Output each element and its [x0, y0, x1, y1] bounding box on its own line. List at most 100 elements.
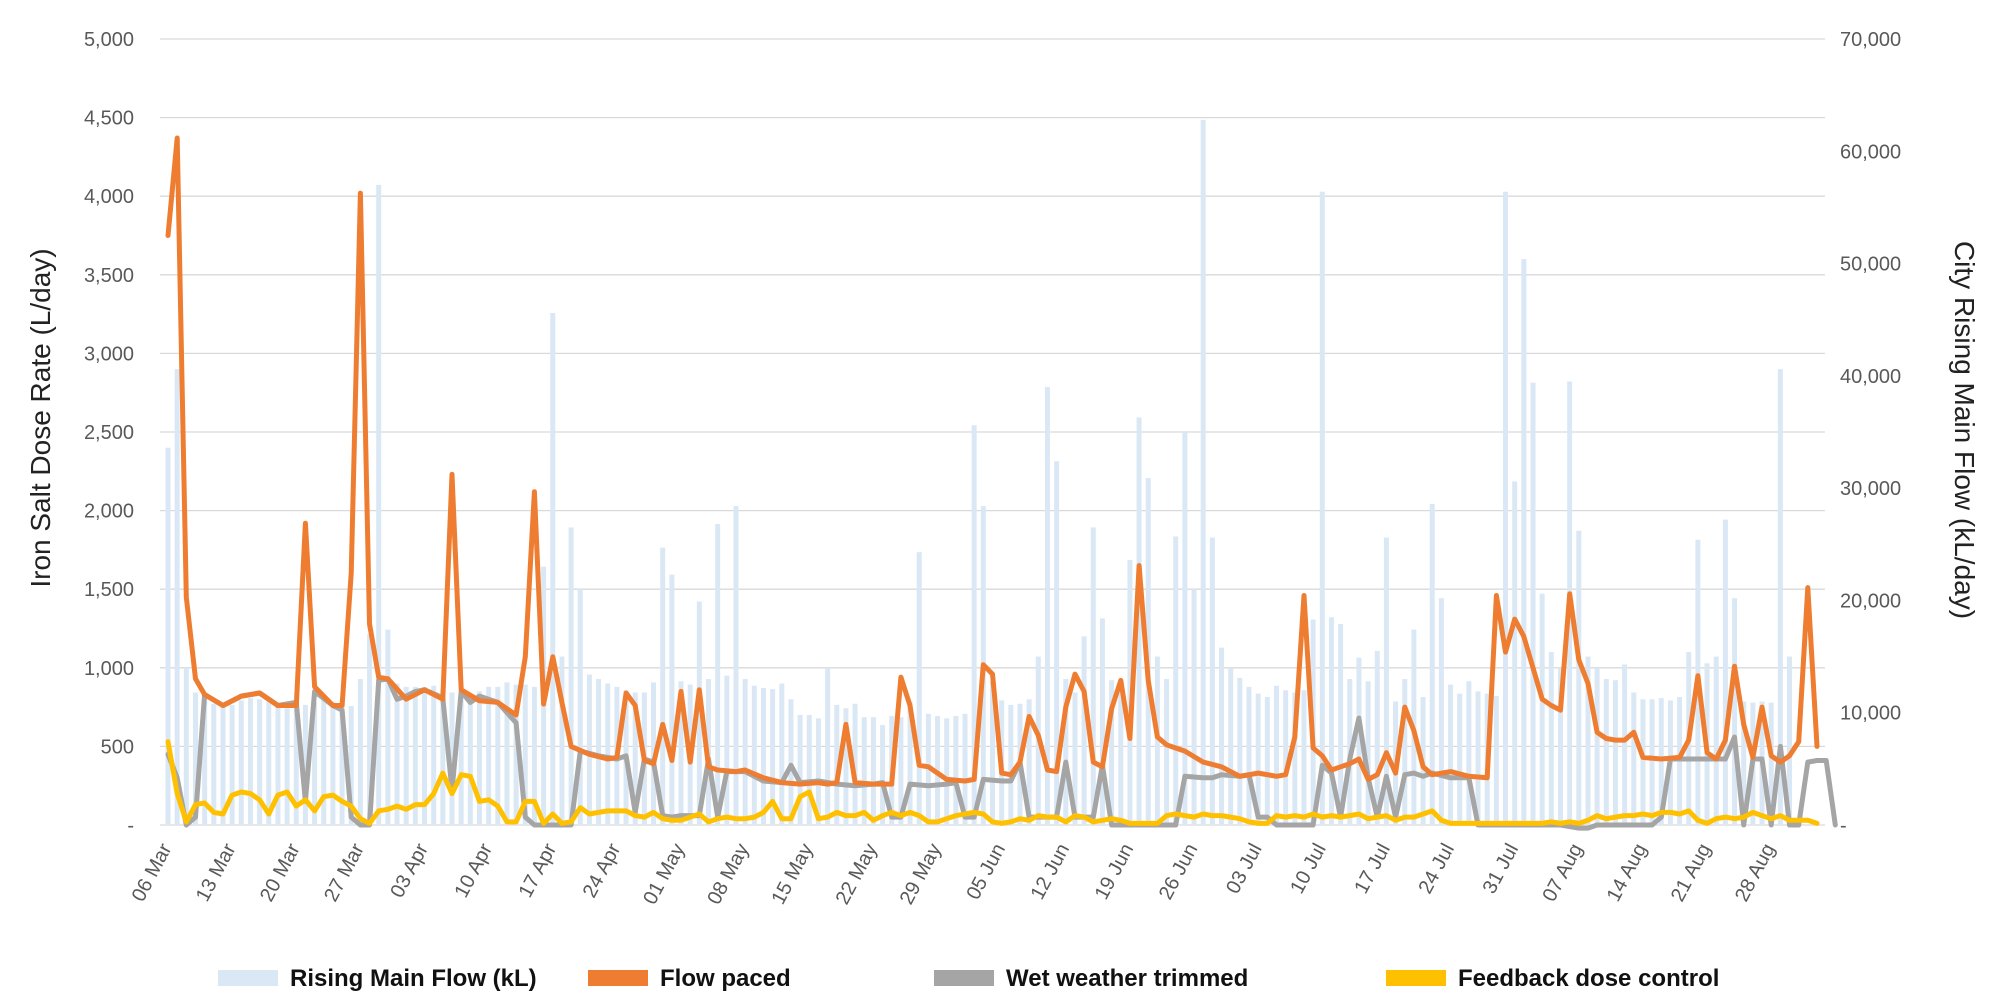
flow-bar: [1493, 695, 1499, 825]
x-tick-label: 17 Jul: [1350, 840, 1394, 897]
x-axis-ticks: 06 Mar 13 Mar 20 Mar 27 Mar 03 Apr 10 Apr 17 A…: [128, 840, 1780, 909]
right-tick-label: 50,000: [1840, 254, 1901, 276]
flow-bar: [1283, 690, 1289, 825]
flow-bar: [1713, 656, 1719, 825]
legend-swatch-feedback: [1386, 970, 1446, 986]
flow-bar: [330, 701, 336, 825]
legend-swatch-flow-paced: [588, 970, 648, 986]
flow-bar: [1136, 417, 1142, 825]
flow-bar: [898, 717, 904, 825]
flow-bar: [1612, 680, 1618, 825]
flow-bar: [1557, 667, 1563, 825]
legend-item-rising-main-flow: Rising Main Flow (kL): [218, 965, 537, 992]
left-tick-label: 5,000: [84, 29, 134, 51]
flow-bar: [1264, 696, 1270, 825]
flow-bar: [1640, 699, 1646, 825]
flow-bar: [412, 686, 418, 825]
flow-bar: [1301, 690, 1307, 825]
x-tick-label: 05 Jun: [962, 840, 1010, 903]
left-axis-ticks: - 500 1,000 1,500 2,000 2,500 3,000 3,500 4,000 4…: [84, 29, 134, 837]
flow-bar: [440, 689, 446, 825]
flow-bar: [293, 708, 299, 825]
x-tick-label: 26 Jun: [1155, 840, 1203, 903]
flow-bar: [531, 686, 537, 825]
flow-bar: [312, 702, 318, 825]
legend-label-flow-paced: Flow paced: [660, 965, 791, 992]
flow-bar: [1768, 702, 1774, 825]
right-tick-label: -: [1840, 815, 1847, 837]
flow-bar: [1319, 191, 1325, 826]
left-tick-label: 4,000: [84, 186, 134, 208]
flow-bar: [1777, 369, 1783, 825]
legend-label-flow: Rising Main Flow (kL): [290, 965, 537, 992]
flow-bar: [321, 699, 327, 825]
left-tick-label: 3,000: [84, 343, 134, 365]
flow-bar: [1585, 656, 1591, 825]
left-tick-label: 1,000: [84, 658, 134, 680]
flow-bar: [1273, 685, 1279, 825]
flow-bar: [1603, 679, 1609, 825]
x-tick-label: 08 May: [703, 840, 753, 908]
flow-bar: [449, 692, 455, 825]
flow-bar: [852, 703, 858, 825]
legend-swatch-wet-weather: [934, 970, 994, 986]
flow-bar: [385, 629, 391, 825]
flow-bar: [1521, 259, 1527, 826]
x-tick-label: 13 Mar: [192, 840, 241, 906]
flow-bar: [220, 705, 226, 825]
flow-bar: [1008, 704, 1014, 825]
flow-bar: [229, 704, 235, 825]
flow-bar: [577, 589, 583, 825]
flow-bar: [1457, 693, 1463, 825]
flow-bar: [266, 701, 272, 825]
flow-bar: [605, 683, 611, 825]
flow-bar: [165, 447, 171, 825]
feedback-dose-control-line: [165, 739, 1820, 826]
flow-bar: [1182, 432, 1188, 825]
x-tick-label: 29 May: [896, 840, 946, 908]
flow-bar: [1338, 624, 1344, 825]
flow-bar: [1429, 503, 1435, 825]
flow-bar: [1622, 664, 1628, 825]
flow-bar: [1741, 701, 1747, 825]
x-tick-label: 10 Jul: [1286, 840, 1330, 897]
flow-bar: [1722, 519, 1728, 825]
flow-bar: [715, 524, 721, 825]
gridlines: [160, 38, 1825, 826]
flow-bar: [669, 574, 675, 825]
flow-bar: [742, 679, 748, 825]
right-tick-label: 20,000: [1840, 590, 1901, 612]
legend-item-wet-weather: Wet weather trimmed: [934, 965, 1248, 992]
flow-bar: [1219, 647, 1225, 825]
flow-bar: [1576, 530, 1582, 825]
flow-bar: [1732, 598, 1738, 825]
legend-swatch-flow: [218, 970, 278, 986]
flow-bar: [247, 698, 253, 825]
x-tick-label: 01 May: [639, 840, 689, 908]
flow-bar: [559, 656, 565, 825]
flow-bar: [1209, 537, 1215, 825]
flow-bar: [275, 705, 281, 825]
flow-bar: [1328, 617, 1334, 825]
flow-bar: [1292, 692, 1298, 825]
left-tick-label: -: [127, 815, 134, 837]
flow-bar: [1099, 618, 1105, 825]
flow-bar: [257, 699, 263, 825]
flow-bar: [550, 312, 556, 825]
flow-bar: [806, 714, 812, 825]
x-tick-label: 03 Jul: [1222, 840, 1266, 897]
flow-bar: [192, 692, 198, 825]
flow-bar: [1466, 681, 1472, 825]
flow-bar: [1191, 589, 1197, 825]
flow-bar: [1063, 679, 1069, 825]
x-tick-label: 27 Mar: [320, 840, 369, 906]
flow-bar: [202, 699, 208, 825]
flow-bar: [797, 714, 803, 825]
flow-bar: [770, 689, 776, 825]
flow-bar: [284, 708, 290, 825]
flow-bar: [1475, 691, 1481, 825]
flow-bar: [907, 701, 913, 825]
flow-bar: [760, 688, 766, 825]
flow-bar: [916, 552, 922, 825]
flow-bar: [1237, 677, 1243, 825]
